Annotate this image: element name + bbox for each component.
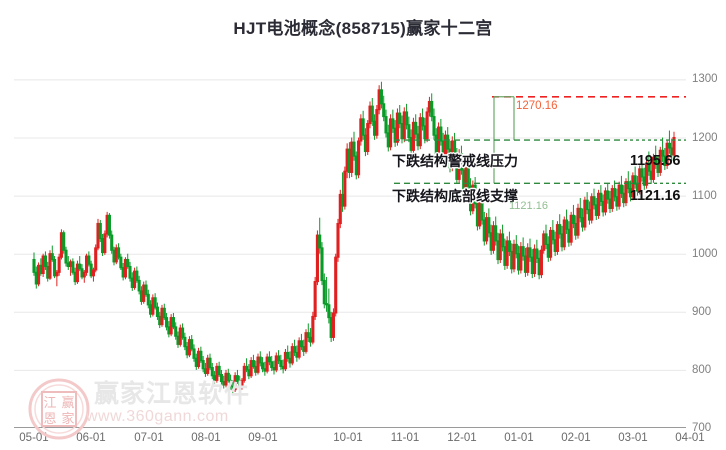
annotation-bottom-line: 下跌结构底部线支撑	[392, 188, 518, 204]
y-axis-tick: 900	[692, 305, 712, 318]
structure-lines	[394, 95, 686, 185]
x-axis-tick: 07-01	[134, 432, 164, 444]
y-axis-tick: 1300	[692, 73, 718, 86]
candlestick-plot-area[interactable]	[14, 62, 686, 428]
price-callout-support: 1121.16	[630, 188, 681, 204]
y-axis-tick: 1100	[692, 189, 717, 202]
x-axis-tick: 09-01	[248, 432, 278, 444]
inline-tag-support-tag: 1121.16	[509, 200, 548, 212]
y-axis-tick: 1200	[692, 131, 718, 144]
candle-series	[32, 81, 676, 394]
x-axis-tick: 12-01	[447, 432, 477, 444]
y-axis-tick: 1000	[692, 247, 718, 260]
x-axis-tick: 04-01	[675, 432, 705, 444]
price-callout-warning: 1195.66	[630, 153, 681, 169]
y-axis-tick: 800	[692, 363, 712, 376]
x-axis-tick: 06-01	[76, 432, 106, 444]
x-axis-tick: 11-01	[390, 432, 420, 444]
x-axis-tick: 08-01	[191, 432, 221, 444]
x-axis-tick: 01-01	[504, 432, 534, 444]
x-axis-tick: 05-01	[19, 432, 49, 444]
inline-tag-resistance-tag: 1270.16	[516, 100, 558, 112]
y-axis-tick: 700	[692, 422, 712, 434]
annotation-warning-line: 下跌结构警戒线压力	[392, 153, 518, 169]
x-axis-tick: 03-01	[618, 432, 648, 444]
x-axis-tick: 10-01	[333, 432, 363, 444]
x-axis-tick: 02-01	[561, 432, 591, 444]
page-title: HJT电池概念(858715)赢家十二宫	[233, 19, 493, 38]
